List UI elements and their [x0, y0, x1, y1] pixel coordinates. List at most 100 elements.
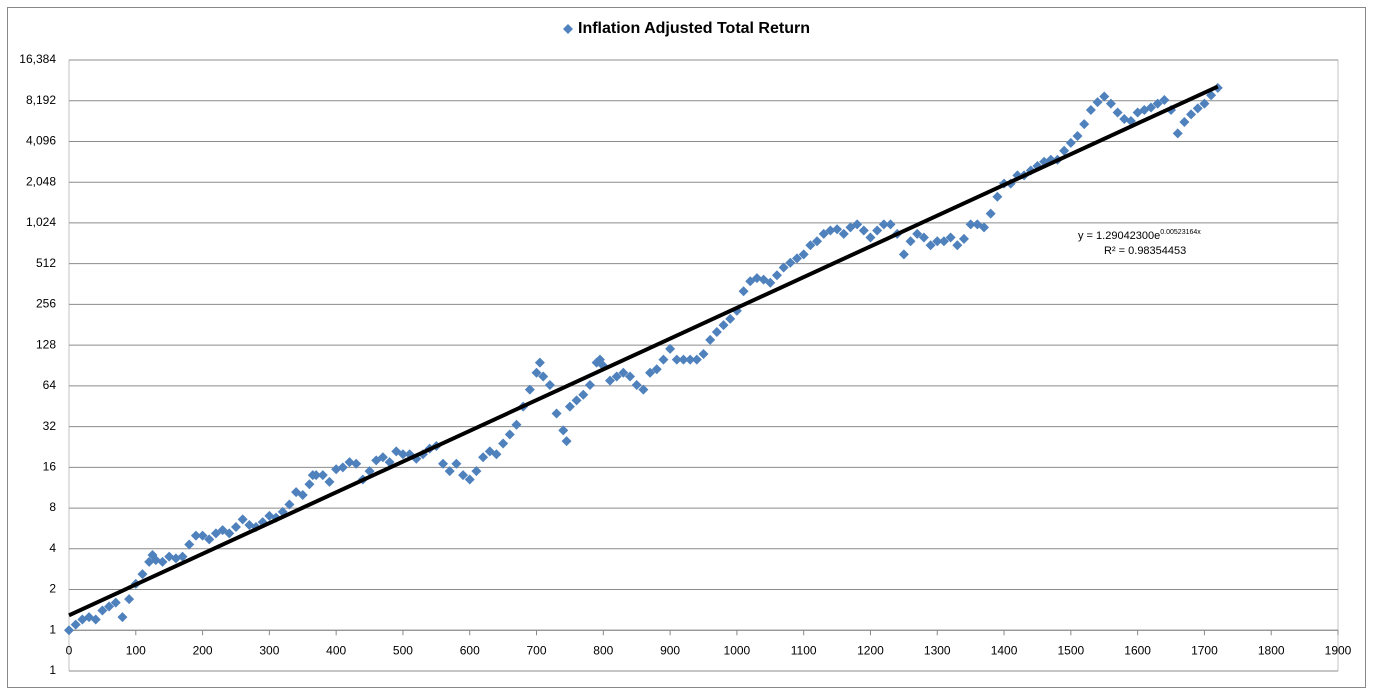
x-tick-label: 1700 [1191, 643, 1218, 657]
equation-exponent: 0.00523164x [1160, 229, 1201, 236]
marker [898, 249, 909, 260]
marker [818, 228, 829, 239]
marker [979, 222, 990, 233]
marker [324, 476, 335, 487]
marker [665, 343, 676, 354]
y-tick-label: 4,096 [26, 134, 56, 148]
marker [1099, 91, 1110, 102]
marker [70, 619, 81, 630]
marker [765, 277, 776, 288]
y-tick-label: 64 [43, 378, 57, 392]
x-tick-label: 200 [193, 643, 213, 657]
marker [104, 601, 115, 612]
marker [885, 219, 896, 230]
marker [645, 367, 656, 378]
marker [965, 219, 976, 230]
x-tick-label: 1800 [1258, 643, 1285, 657]
marker [1085, 104, 1096, 115]
marker [317, 470, 328, 481]
marker [197, 530, 208, 541]
marker [571, 395, 582, 406]
marker [698, 349, 709, 360]
marker [751, 273, 762, 284]
marker [438, 458, 449, 469]
marker [491, 449, 502, 460]
marker [925, 240, 936, 251]
marker [538, 371, 549, 382]
legend-label: Inflation Adjusted Total Return [578, 20, 810, 37]
equation-base: y = 1.29042300e [1078, 230, 1160, 242]
marker [204, 534, 215, 545]
marker [691, 354, 702, 365]
y-tick-label: 16,384 [19, 52, 56, 66]
marker [337, 462, 348, 473]
marker [738, 286, 749, 297]
marker [918, 232, 929, 243]
x-tick-label: 800 [593, 643, 613, 657]
y-tick-label: 16 [43, 460, 57, 474]
marker [1072, 130, 1083, 141]
marker [237, 514, 248, 525]
marker [792, 253, 803, 264]
y-tick-label: 8 [49, 500, 56, 514]
marker [932, 236, 943, 247]
x-tick-label: 900 [660, 643, 680, 657]
marker [858, 225, 869, 236]
marker [444, 466, 455, 477]
marker [377, 452, 388, 463]
y-tick-label: 4 [49, 541, 56, 555]
marker [1179, 117, 1190, 128]
marker [511, 419, 522, 430]
marker [117, 612, 128, 623]
marker [618, 367, 629, 378]
x-tick-label: 1200 [857, 643, 884, 657]
marker [878, 219, 889, 230]
marker [504, 429, 515, 440]
marker [1059, 145, 1070, 156]
x-tick-label: 1500 [1057, 643, 1084, 657]
marker [945, 232, 956, 243]
trendline-equation: y = 1.29042300e0.00523164x [1078, 229, 1201, 242]
marker [611, 371, 622, 382]
x-tick-label: 1300 [924, 643, 951, 657]
x-tick-label: 1100 [791, 643, 817, 657]
marker [905, 236, 916, 247]
marker [478, 452, 489, 463]
marker [671, 354, 682, 365]
marker [90, 614, 101, 625]
marker [992, 191, 1003, 202]
marker [1152, 98, 1163, 109]
y-tick-label: 1,024 [26, 215, 56, 229]
marker [498, 438, 509, 449]
marker [464, 474, 475, 485]
marker [852, 219, 863, 230]
marker [544, 379, 555, 390]
marker [725, 313, 736, 324]
y-tick-label: 512 [36, 256, 56, 270]
marker [524, 384, 535, 395]
marker [812, 236, 823, 247]
y-tick-label: 2,048 [26, 174, 56, 188]
trendline [68, 84, 1219, 618]
marker [912, 228, 923, 239]
y-tick-label: 32 [43, 419, 57, 433]
marker [604, 375, 615, 386]
marker [838, 228, 849, 239]
marker [638, 384, 649, 395]
marker [1199, 98, 1210, 109]
x-tick-label: 1000 [724, 643, 751, 657]
marker [1112, 107, 1123, 118]
marker [938, 236, 949, 247]
marker [534, 357, 545, 368]
marker [625, 371, 636, 382]
marker [284, 499, 295, 510]
marker [157, 556, 168, 567]
marker [311, 470, 322, 481]
marker [651, 364, 662, 375]
marker [1065, 137, 1076, 148]
x-tick-label: 400 [326, 643, 346, 657]
marker [1159, 94, 1170, 105]
marker [471, 466, 482, 477]
x-tick-label: 0 [66, 643, 73, 657]
